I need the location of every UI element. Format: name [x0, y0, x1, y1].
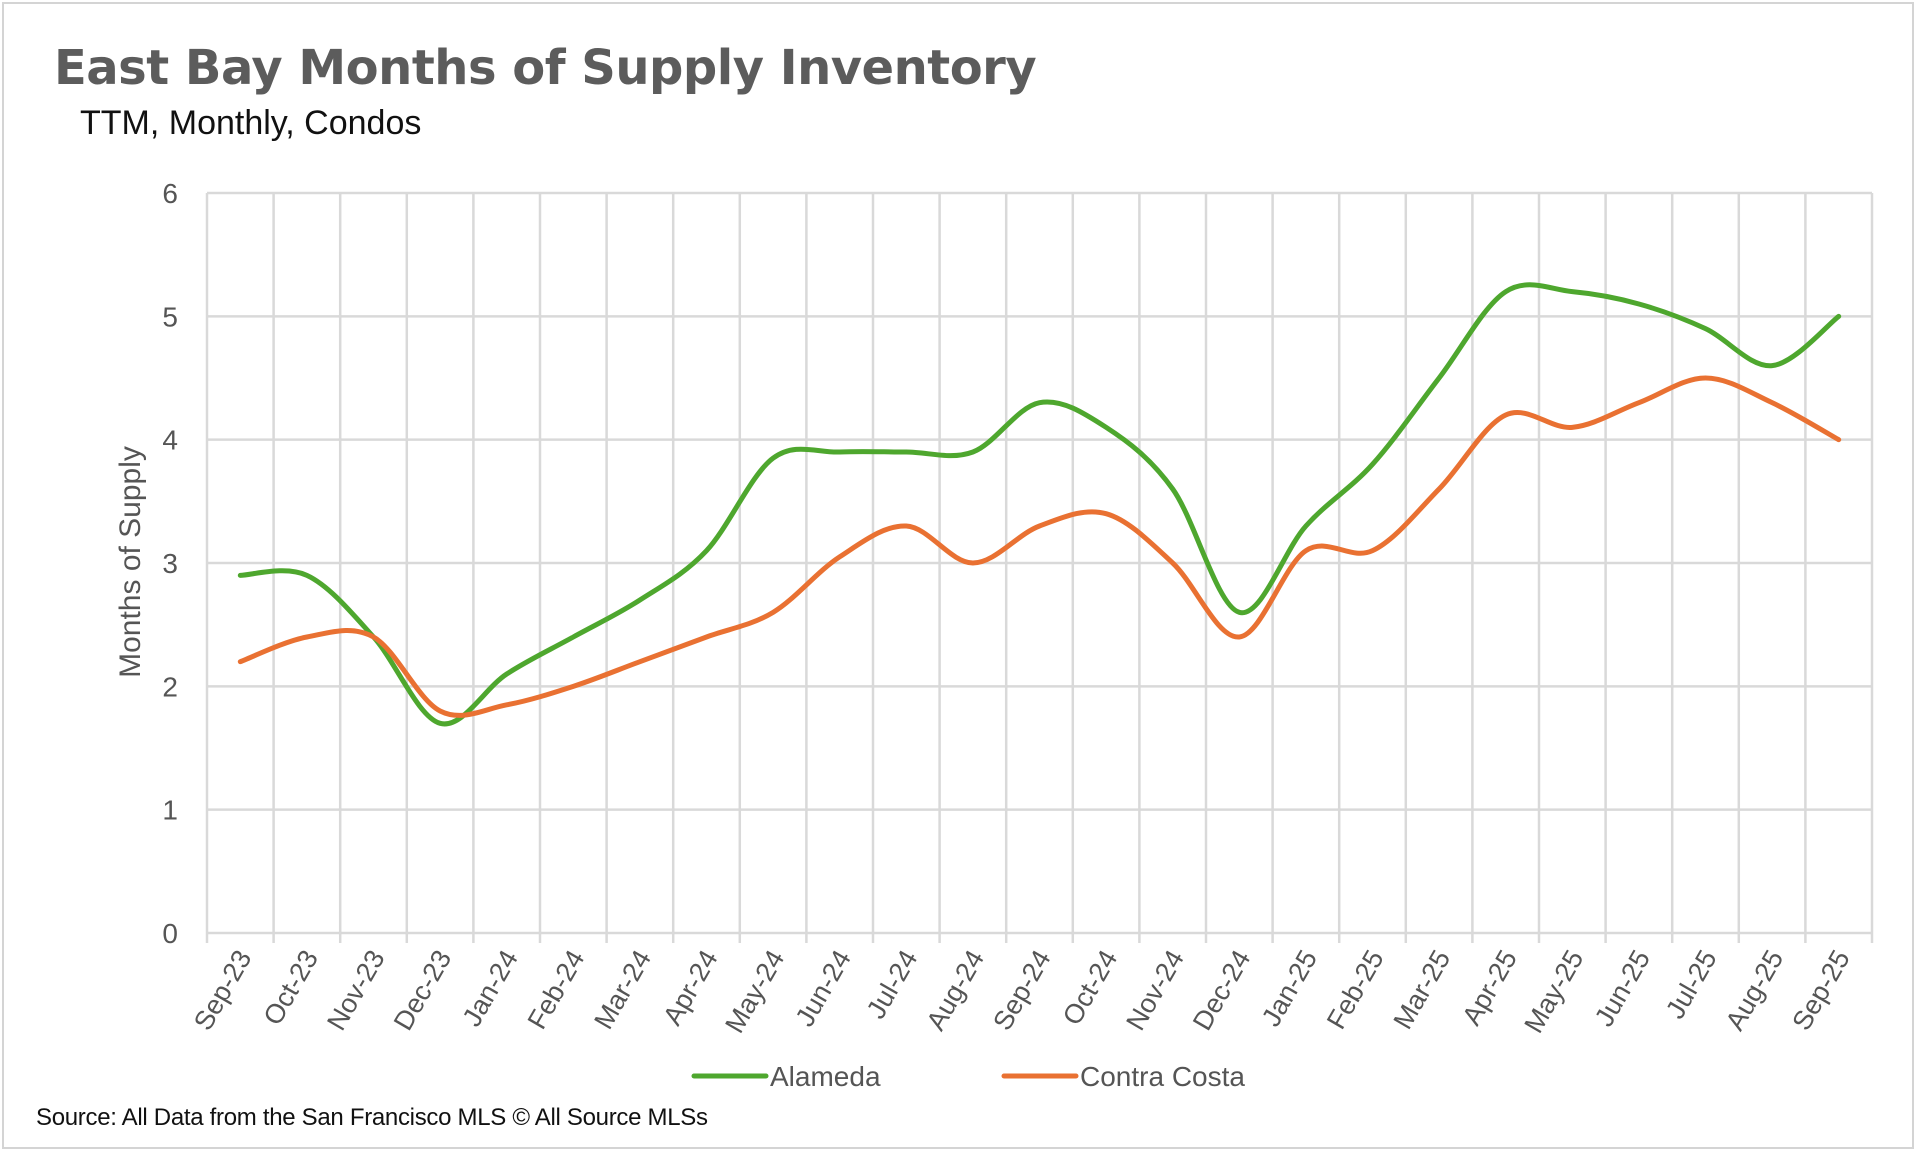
y-tick-label: 6	[162, 178, 178, 209]
chart-title: East Bay Months of Supply Inventory	[54, 40, 1037, 96]
x-tick-label: Jul-25	[1660, 945, 1723, 1024]
x-tick-label: Nov-24	[1120, 945, 1190, 1035]
x-tick-label: Feb-24	[522, 945, 591, 1034]
legend: Alameda Contra Costa	[691, 1061, 1245, 1092]
y-tick-label: 4	[162, 425, 178, 456]
x-tick-label: Aug-24	[921, 945, 991, 1035]
y-tick-label: 3	[162, 548, 178, 579]
y-tick-label: 5	[162, 301, 178, 332]
x-tick-label: Jun-24	[790, 945, 857, 1032]
x-tick-label: Dec-23	[388, 945, 458, 1035]
legend-label-contra-costa: Contra Costa	[1080, 1061, 1245, 1092]
x-tick-label: Oct-23	[258, 945, 324, 1030]
x-tick-label: Sep-25	[1786, 945, 1856, 1035]
x-tick-label: Sep-24	[987, 945, 1057, 1035]
x-tick-label: Aug-25	[1720, 945, 1790, 1035]
x-tick-label: Jun-25	[1589, 945, 1656, 1032]
y-tick-label: 0	[162, 918, 178, 949]
x-tick-label: Nov-23	[321, 945, 391, 1035]
series-line-contra-costa	[237, 375, 1842, 718]
x-tick-label: Mar-25	[1388, 945, 1457, 1034]
series-lines	[237, 282, 1842, 727]
x-tick-label: Jan-25	[1256, 945, 1323, 1032]
x-tick-label: Mar-24	[588, 945, 657, 1034]
grid-lines	[205, 191, 1874, 943]
y-tick-label: 2	[162, 671, 178, 702]
x-tick-label: Sep-23	[188, 945, 258, 1035]
x-tick-label: Apr-25	[1456, 945, 1523, 1030]
x-tick-label: Oct-24	[1057, 945, 1123, 1030]
x-tick-label: Jan-24	[457, 945, 524, 1032]
chart-subtitle: TTM, Monthly, Condos	[80, 104, 422, 142]
x-tick-label: Dec-24	[1187, 945, 1257, 1035]
x-tick-label: Feb-25	[1321, 945, 1390, 1034]
y-axis-label: Months of Supply	[114, 446, 147, 678]
x-tick-label: Apr-24	[657, 945, 724, 1030]
y-axis-ticks: 0 1 2 3 4 5 6	[162, 178, 178, 949]
legend-label-alameda: Alameda	[770, 1061, 881, 1092]
series-line-alameda	[237, 282, 1842, 727]
source-note: Source: All Data from the San Francisco …	[36, 1104, 708, 1131]
x-tick-label: May-25	[1518, 945, 1589, 1038]
y-tick-label: 1	[162, 795, 178, 826]
x-tick-label: Jul-24	[861, 945, 924, 1024]
x-tick-label: May-24	[719, 945, 790, 1038]
